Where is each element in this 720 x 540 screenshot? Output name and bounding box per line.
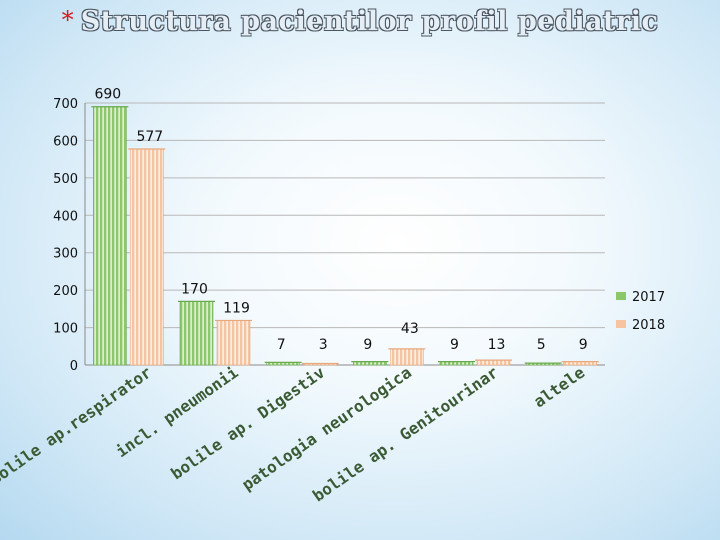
- y-tick-label: 200: [53, 284, 78, 299]
- data-label: 119: [223, 300, 250, 316]
- y-tick-label: 500: [53, 172, 78, 187]
- data-label: 7: [277, 337, 286, 353]
- data-label: 170: [181, 281, 208, 297]
- data-label: 3: [319, 337, 328, 353]
- bar-2017: [179, 301, 214, 366]
- chart-title: Structura pacientilor profil pediatric: [80, 6, 659, 37]
- data-label: 9: [363, 337, 372, 353]
- category-label: bolile ap. Digestiv: [167, 363, 328, 484]
- y-tick-label: 300: [53, 247, 78, 262]
- legend-label: 2018: [632, 318, 665, 333]
- bar-2017: [93, 106, 127, 366]
- data-label: 690: [94, 87, 121, 103]
- category-label: Bolile ap.respirator: [0, 363, 155, 489]
- data-label: 9: [450, 337, 459, 353]
- data-label: 5: [537, 337, 546, 353]
- title-star-icon: *: [61, 6, 74, 34]
- title-block: * Structura pacientilor profil pediatric: [0, 6, 720, 37]
- y-tick-label: 400: [53, 209, 78, 224]
- y-tick-label: 600: [53, 134, 78, 149]
- data-label: 577: [136, 129, 163, 145]
- category-label: altele: [530, 363, 588, 412]
- y-tick-label: 100: [53, 322, 78, 337]
- legend-label: 2017: [632, 290, 665, 305]
- legend-swatch-2018: [616, 320, 626, 328]
- legend-swatch-2017: [616, 292, 626, 300]
- data-label: 9: [579, 337, 588, 353]
- bar-2018: [216, 320, 251, 366]
- y-tick-label: 0: [70, 359, 78, 374]
- bar-2018: [476, 359, 511, 366]
- bar-2018: [390, 348, 424, 366]
- y-tick-label: 700: [53, 97, 78, 112]
- data-label: 13: [488, 337, 506, 353]
- category-label: patologia neurologica: [238, 363, 415, 495]
- data-label: 43: [401, 321, 419, 337]
- bar-2018: [130, 148, 164, 366]
